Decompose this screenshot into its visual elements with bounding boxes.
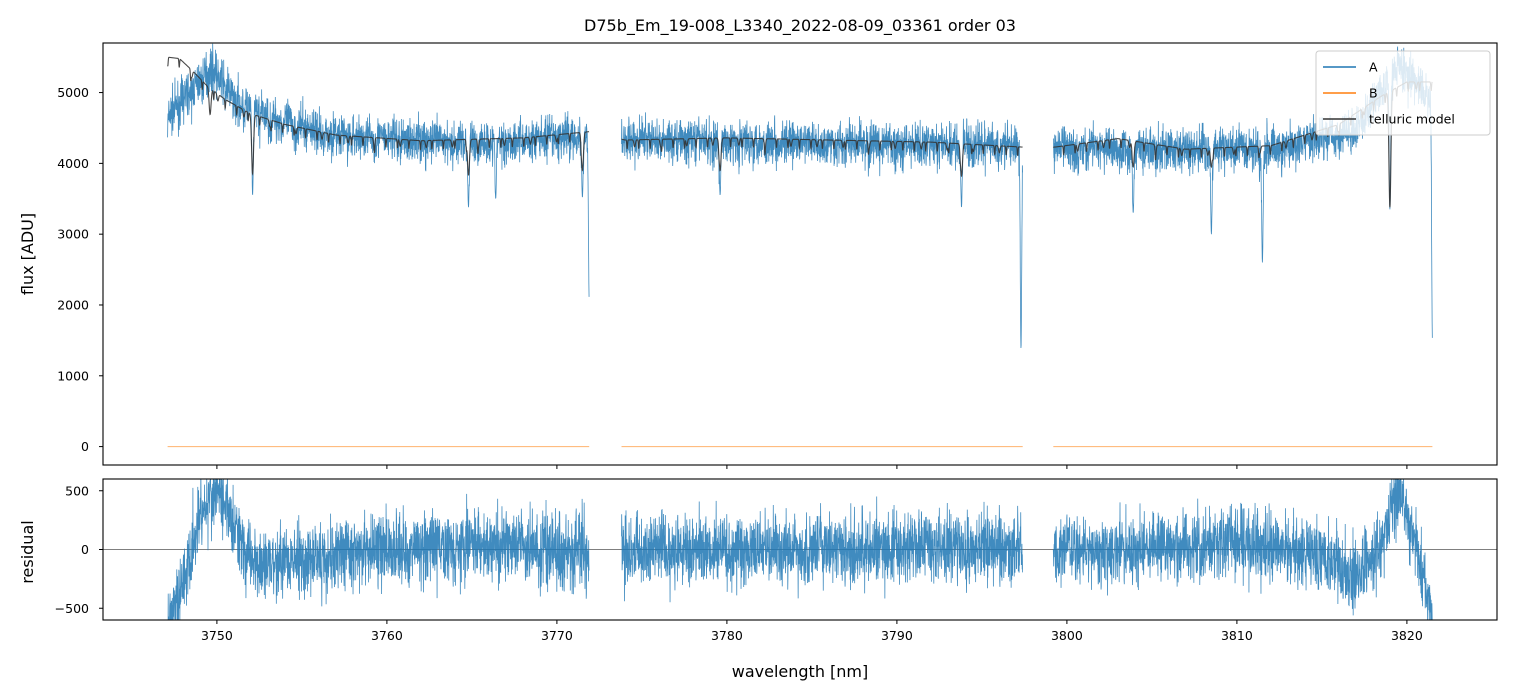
residual-x-axis: 3750 3760 3770 3780 3790 3800 3810 3820 — [201, 620, 1423, 643]
residual-x-label: wavelength [nm] — [732, 662, 869, 681]
flux-y-axis: 0 1000 2000 3000 4000 5000 — [57, 85, 103, 454]
flux-y-tick-label: 1000 — [57, 368, 89, 383]
residual-series-layer — [103, 479, 1497, 620]
flux-series-layer — [167, 43, 1433, 448]
residual-y-tick-label: 500 — [65, 483, 89, 498]
residual-x-tick-label: 3760 — [371, 628, 403, 643]
residual-x-tick-label: 3780 — [711, 628, 743, 643]
flux-y-tick-label: 5000 — [57, 85, 89, 100]
flux-x-axis — [216, 465, 1408, 469]
residual-panel: −500 0 500 3750 3760 3770 3780 3790 3800 3810 382… — [18, 478, 1498, 681]
flux-panel: 0 1000 2000 3000 4000 5000 flux [ADU] ABtellu… — [18, 42, 1498, 469]
residual-x-tick-label: 3750 — [201, 628, 233, 643]
telluric-model-segment-1 — [167, 56, 590, 176]
flux-y-label: flux [ADU] — [18, 213, 37, 295]
residual-x-tick-label: 3800 — [1051, 628, 1083, 643]
residual-y-axis: −500 0 500 — [55, 483, 103, 616]
legend-label: B — [1369, 86, 1378, 101]
residual-segment-3 — [1052, 479, 1433, 620]
flux-y-tick-label: 4000 — [57, 156, 89, 171]
residual-segment-2 — [621, 496, 1023, 603]
residual-segment-1 — [167, 479, 590, 620]
residual-x-tick-label: 3810 — [1221, 628, 1253, 643]
residual-x-tick-label: 3820 — [1391, 628, 1423, 643]
residual-x-tick-label: 3790 — [881, 628, 913, 643]
flux-y-tick-label: 0 — [81, 439, 89, 454]
flux-axes-frame — [102, 42, 1498, 466]
chart-title: D75b_Em_19-008_L3340_2022-08-09_03361 or… — [584, 16, 1016, 36]
legend-box — [1315, 50, 1491, 136]
telluric-model-segment-2 — [621, 137, 1023, 178]
flux-y-tick-label: 2000 — [57, 297, 89, 312]
residual-y-tick-label: 0 — [81, 542, 89, 557]
residual-x-tick-label: 3770 — [541, 628, 573, 643]
legend-label: telluric model — [1369, 112, 1455, 127]
residual-y-label: residual — [18, 520, 37, 583]
residual-axes-frame — [102, 478, 1498, 621]
flux-y-tick-label: 3000 — [57, 227, 89, 242]
legend-label: A — [1369, 60, 1378, 75]
series-a-segment-1 — [167, 43, 590, 297]
residual-y-tick-label: −500 — [55, 601, 89, 616]
